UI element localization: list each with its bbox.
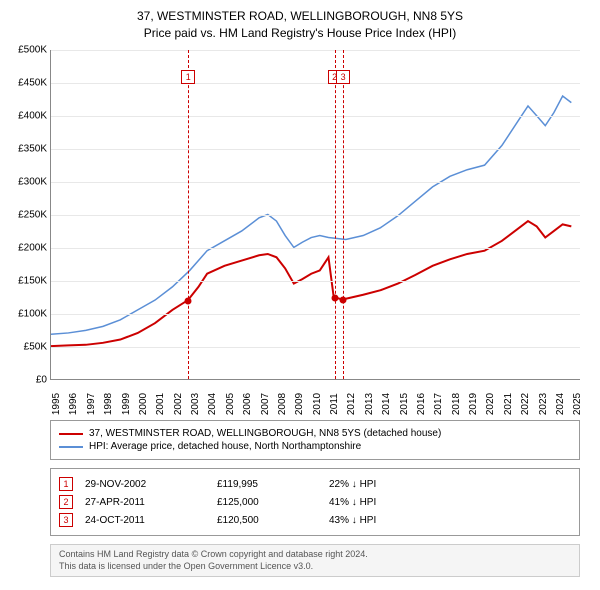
y-tick-label: £0 [36,375,47,386]
y-tick-label: £450K [18,78,47,89]
legend-swatch [59,433,83,435]
sales-price: £125,000 [217,497,317,508]
legend-row: 37, WESTMINSTER ROAD, WELLINGBOROUGH, NN… [59,427,571,440]
legend-label: HPI: Average price, detached house, Nort… [89,441,361,452]
x-tick-label: 1997 [86,393,97,415]
gridline-h [51,347,580,348]
x-tick-label: 1995 [51,393,62,415]
sale-point [185,297,192,304]
sale-vline [343,50,344,379]
x-tick-label: 2022 [520,393,531,415]
y-tick-label: £250K [18,210,47,221]
sales-marker: 1 [59,477,73,491]
gridline-h [51,50,580,51]
x-tick-label: 2012 [346,393,357,415]
sales-table: 1 29-NOV-2002 £119,995 22% ↓ HPI 2 27-APR-201… [50,468,580,536]
legend-swatch [59,446,83,448]
title-address: 37, WESTMINSTER ROAD, WELLINGBOROUGH, NN… [0,8,600,25]
x-tick-label: 2018 [451,393,462,415]
sales-row: 3 24-OCT-2011 £120,500 43% ↓ HPI [59,511,571,529]
x-tick-label: 2014 [381,393,392,415]
y-tick-label: £100K [18,309,47,320]
x-tick-label: 2002 [173,393,184,415]
sales-diff: 41% ↓ HPI [329,497,571,508]
x-tick-label: 2007 [260,393,271,415]
x-tick-label: 1996 [68,393,79,415]
gridline-h [51,314,580,315]
x-tick-label: 2006 [242,393,253,415]
sale-point [331,294,338,301]
x-tick-label: 2000 [138,393,149,415]
sales-diff: 43% ↓ HPI [329,515,571,526]
x-tick-label: 2016 [416,393,427,415]
x-tick-label: 2023 [538,393,549,415]
sale-point [340,297,347,304]
chart-plot-area: £0£50K£100K£150K£200K£250K£300K£350K£400… [50,50,580,380]
footer-attribution: Contains HM Land Registry data © Crown c… [50,544,580,577]
x-tick-label: 1998 [103,393,114,415]
y-tick-label: £400K [18,111,47,122]
sale-marker-box: 3 [336,70,350,84]
sales-row: 1 29-NOV-2002 £119,995 22% ↓ HPI [59,475,571,493]
x-tick-label: 2025 [572,393,583,415]
y-tick-label: £350K [18,144,47,155]
sales-row: 2 27-APR-2011 £125,000 41% ↓ HPI [59,493,571,511]
x-tick-label: 2004 [207,393,218,415]
x-tick-label: 2011 [329,393,340,415]
gridline-h [51,83,580,84]
legend-box: 37, WESTMINSTER ROAD, WELLINGBOROUGH, NN… [50,420,580,460]
x-tick-label: 2013 [364,393,375,415]
gridline-h [51,149,580,150]
sale-vline [188,50,189,379]
x-tick-label: 2015 [399,393,410,415]
x-tick-label: 2010 [312,393,323,415]
series-property [51,221,571,346]
sales-marker: 3 [59,513,73,527]
x-tick-label: 2024 [555,393,566,415]
x-tick-label: 2003 [190,393,201,415]
y-tick-label: £50K [24,342,47,353]
x-tick-label: 2005 [225,393,236,415]
sales-price: £120,500 [217,515,317,526]
gridline-h [51,116,580,117]
footer-line1: Contains HM Land Registry data © Crown c… [59,549,571,561]
title-block: 37, WESTMINSTER ROAD, WELLINGBOROUGH, NN… [0,0,600,42]
legend-row: HPI: Average price, detached house, Nort… [59,440,571,453]
sales-price: £119,995 [217,479,317,490]
gridline-h [51,281,580,282]
sales-date: 29-NOV-2002 [85,479,205,490]
chart-container: 37, WESTMINSTER ROAD, WELLINGBOROUGH, NN… [0,0,600,590]
gridline-h [51,182,580,183]
sales-date: 24-OCT-2011 [85,515,205,526]
legend-label: 37, WESTMINSTER ROAD, WELLINGBOROUGH, NN… [89,428,441,439]
x-tick-label: 2017 [433,393,444,415]
sale-vline [335,50,336,379]
gridline-h [51,248,580,249]
sales-marker: 2 [59,495,73,509]
title-subtitle: Price paid vs. HM Land Registry's House … [0,25,600,42]
sales-date: 27-APR-2011 [85,497,205,508]
y-tick-label: £150K [18,276,47,287]
x-tick-label: 2009 [294,393,305,415]
footer-line2: This data is licensed under the Open Gov… [59,561,571,573]
y-tick-label: £200K [18,243,47,254]
x-tick-label: 2001 [155,393,166,415]
x-tick-label: 2020 [485,393,496,415]
y-tick-label: £500K [18,45,47,56]
sale-marker-box: 1 [181,70,195,84]
gridline-h [51,215,580,216]
x-tick-label: 1999 [121,393,132,415]
sales-diff: 22% ↓ HPI [329,479,571,490]
x-tick-label: 2019 [468,393,479,415]
x-tick-label: 2008 [277,393,288,415]
y-tick-label: £300K [18,177,47,188]
x-tick-label: 2021 [503,393,514,415]
